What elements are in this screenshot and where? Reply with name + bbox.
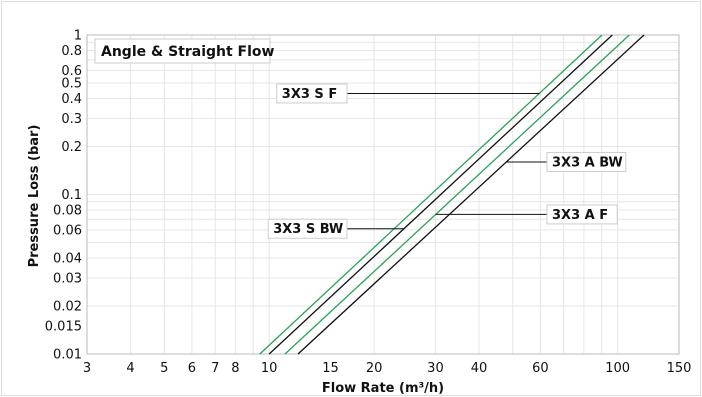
annotation-label: 3X3 S F xyxy=(282,87,337,102)
y-tick-label: 0.08 xyxy=(53,203,82,218)
y-tick-label: 0.015 xyxy=(45,319,82,334)
y-tick-label: 0.06 xyxy=(53,223,82,238)
x-tick-label: 150 xyxy=(667,361,692,376)
series-line-3x3-s-bw xyxy=(268,34,613,355)
annotation-box xyxy=(267,218,348,239)
series-line-3x3-a-f xyxy=(284,34,630,355)
series-line-3x3-s-f xyxy=(259,34,603,355)
annotation-3x3-s-bw: 3X3 S BW xyxy=(267,218,404,239)
x-tick-label: 15 xyxy=(322,361,339,376)
chart-title: Angle & Straight Flow xyxy=(101,44,275,60)
y-tick-label: 0.6 xyxy=(61,64,82,79)
series-line-3x3-a-bw xyxy=(297,34,645,355)
annotation-label: 3X3 A F xyxy=(552,208,608,223)
y-tick-label: 0.2 xyxy=(61,140,82,155)
y-tick-label: 0.03 xyxy=(53,271,82,286)
x-tick-label: 6 xyxy=(188,361,196,376)
y-tick-label: 0.4 xyxy=(61,92,82,107)
x-tick-label: 8 xyxy=(231,361,239,376)
grid xyxy=(86,34,679,355)
annotations: 3X3 S F 3X3 A BW 3X3 A F 3X3 S BW xyxy=(267,83,627,239)
x-tick-label: 30 xyxy=(427,361,444,376)
y-tick-label: 0.01 xyxy=(53,348,82,363)
x-tick-label: 7 xyxy=(211,361,219,376)
y-tick-label: 0.3 xyxy=(61,112,82,127)
x-tick-label: 20 xyxy=(366,361,383,376)
chart-title-box: Angle & Straight Flow xyxy=(94,38,275,64)
chart-title-frame xyxy=(94,38,271,64)
y-tick-label: 0.5 xyxy=(61,77,82,92)
annotation-box xyxy=(546,151,627,172)
x-tick-label: 40 xyxy=(471,361,488,376)
x-tick-label: 5 xyxy=(160,361,168,376)
y-tick-label: 0.02 xyxy=(53,299,82,314)
y-tick-label: 0.04 xyxy=(53,251,82,266)
x-tick-label: 4 xyxy=(126,361,134,376)
annotation-3x3-a-f: 3X3 A F xyxy=(435,204,618,225)
x-tick-label: 60 xyxy=(532,361,549,376)
x-tick-label: 100 xyxy=(605,361,630,376)
annotation-box xyxy=(276,83,348,104)
y-tick-label: 0.8 xyxy=(61,44,82,59)
y-axis-title: Pressure Loss (bar) xyxy=(27,125,42,268)
x-axis-title: Flow Rate (m³/h) xyxy=(322,381,444,396)
x-axis-ticks: 3 4 5 6 7 8 10 15 20 30 40 60 100 150 xyxy=(83,361,692,376)
x-tick-label: 10 xyxy=(261,361,278,376)
series-lines xyxy=(259,34,645,355)
y-axis-ticks: 0.01 0.015 0.02 0.03 0.04 0.06 0.080.1 0.2 0.3 0.… xyxy=(45,29,82,363)
annotation-3x3-a-bw: 3X3 A BW xyxy=(506,151,627,172)
annotation-label: 3X3 S BW xyxy=(273,222,343,237)
annotation-3x3-s-f: 3X3 S F xyxy=(276,83,540,104)
annotation-box xyxy=(546,204,618,225)
y-tick-label: 0.1 xyxy=(61,188,82,203)
x-tick-label: 3 xyxy=(83,361,91,376)
annotation-label: 3X3 A BW xyxy=(552,155,623,170)
y-tick-label: 1 xyxy=(74,29,82,44)
plot-frame xyxy=(86,34,680,355)
